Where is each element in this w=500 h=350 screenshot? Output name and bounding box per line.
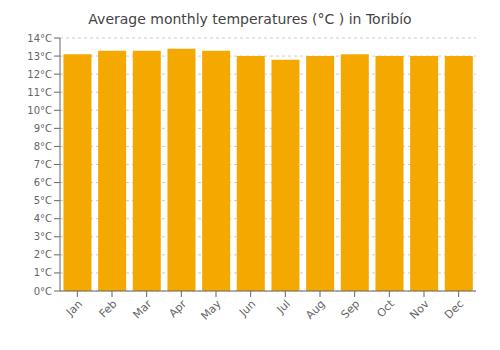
svg-text:Jul: Jul — [274, 297, 293, 316]
svg-text:Jan: Jan — [63, 297, 85, 319]
svg-text:Oct: Oct — [374, 297, 397, 320]
svg-text:14°C: 14°C — [27, 33, 52, 44]
svg-text:Apr: Apr — [166, 297, 189, 320]
svg-text:Dec: Dec — [442, 297, 466, 321]
svg-text:7°C: 7°C — [34, 159, 52, 170]
svg-text:Aug: Aug — [303, 297, 327, 321]
svg-text:9°C: 9°C — [34, 123, 52, 134]
svg-text:12°C: 12°C — [27, 69, 52, 80]
svg-text:2°C: 2°C — [34, 249, 52, 260]
svg-text:13°C: 13°C — [27, 51, 52, 62]
svg-text:Feb: Feb — [97, 297, 120, 320]
svg-text:Nov: Nov — [407, 297, 432, 322]
svg-text:6°C: 6°C — [34, 177, 52, 188]
svg-text:0°C: 0°C — [34, 286, 52, 297]
svg-text:Jun: Jun — [236, 297, 258, 319]
svg-text:10°C: 10°C — [27, 105, 52, 116]
svg-text:8°C: 8°C — [34, 141, 52, 152]
svg-text:11°C: 11°C — [27, 87, 52, 98]
svg-text:3°C: 3°C — [34, 231, 52, 242]
svg-text:1°C: 1°C — [34, 267, 52, 278]
svg-text:Sep: Sep — [338, 297, 362, 321]
svg-text:4°C: 4°C — [34, 213, 52, 224]
html-text:Average monthly temperatures (: Average monthly temperatures (°C ) in To… — [88, 11, 412, 27]
svg-text:Mar: Mar — [130, 297, 154, 321]
svg-text:May: May — [198, 297, 224, 323]
svg-text:5°C: 5°C — [34, 195, 52, 206]
